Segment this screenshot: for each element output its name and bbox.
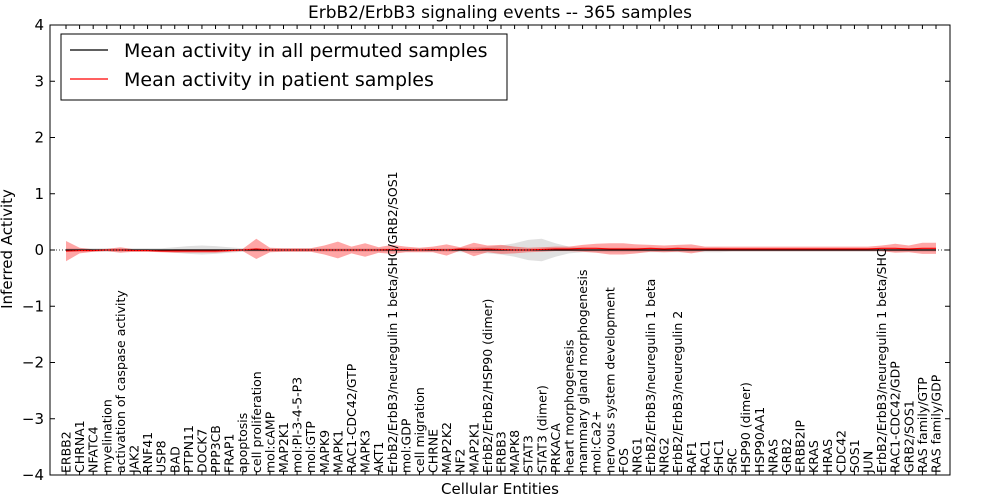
category-label: PRKACA (548, 423, 563, 473)
y-tick-label: 3 (34, 72, 44, 90)
category-label: HSP90AA1 (752, 407, 767, 473)
category-label: apoptosis (235, 413, 250, 473)
category-label: RAC1-CDC42/GDP (888, 361, 903, 473)
category-label: FOS (616, 448, 631, 473)
category-label: JUN (861, 451, 876, 474)
plot-frame (49, 24, 951, 476)
category-label: BAD (167, 446, 182, 473)
category-label: NRG2 (657, 437, 672, 473)
category-label: ErbB2/ErbB2/HSP90 (dimer) (480, 299, 495, 473)
category-label: HRAS (820, 439, 835, 473)
series-line-2 (65, 247, 936, 252)
category-label: ERBB2IP (793, 420, 808, 473)
category-label: RAC1-CDC42/GTP (344, 363, 359, 473)
category-label: mammary gland morphogenesis (575, 270, 590, 473)
category-label: MAPK8 (507, 430, 522, 473)
legend-label-2: Mean activity in patient samples (124, 69, 434, 91)
category-label: ERBB2 (59, 431, 74, 473)
category-label: AKT1 (371, 442, 386, 473)
category-label: ErbB2/ErbB3/neuregulin 1 beta (643, 279, 658, 473)
category-label: GRB2 (779, 438, 794, 473)
category-label: NF2 (453, 449, 468, 474)
category-label: nervous system development (602, 287, 617, 473)
chart-title: ErbB2/ErbB3 signaling events -- 365 samp… (308, 3, 692, 23)
category-label: KRAS (806, 440, 821, 473)
category-label: CHRNA1 (72, 420, 87, 473)
category-label: MAP2K2 (439, 422, 454, 473)
category-label: MAP2K1 (276, 422, 291, 473)
y-tick-label: −2 (22, 354, 44, 372)
category-label: SHC1 (711, 439, 726, 473)
category-label: DOCK7 (194, 429, 209, 473)
category-label: ErbB2/ErbB3/neuregulin 2 (670, 311, 685, 473)
category-label: ErbB2/ErbB3/neuregulin 1 beta/SHC/GRB2/S… (385, 171, 400, 473)
category-label: mol:GTP (303, 421, 318, 473)
category-label: PTPN11 (181, 425, 196, 473)
category-label: CHRNE (426, 429, 441, 473)
category-label: HSP90 (dimer) (738, 382, 753, 473)
y-tick-label: 1 (34, 185, 44, 203)
y-tick-label: −1 (22, 297, 44, 315)
y-tick-label: 2 (34, 129, 44, 147)
legend: Mean activity in all permuted samples Mea… (60, 33, 508, 101)
category-label: RAF1 (684, 441, 699, 473)
category-label: MAPK3 (358, 430, 373, 473)
category-label: MAP2K1 (466, 422, 481, 473)
category-label: mol:Ca2+ (589, 411, 604, 473)
legend-box (60, 33, 508, 101)
category-label: RAS family/GTP (915, 377, 930, 473)
category-label: PPP3CB (208, 425, 223, 473)
legend-label-1: Mean activity in all permuted samples (124, 40, 487, 62)
y-tick-label: 4 (34, 16, 44, 34)
category-label: NRAS (765, 439, 780, 473)
category-label: NRG1 (629, 437, 644, 473)
category-label: STAT3 (521, 435, 536, 473)
category-label: RAS family/GDP (929, 374, 944, 473)
category-label: activation of caspase activity (113, 290, 128, 473)
category-label: MAPK9 (317, 430, 332, 473)
category-label: CDC42 (833, 430, 848, 473)
category-label: ERBB3 (494, 431, 509, 473)
category-label: mol:GDP (398, 418, 413, 473)
y-tick-label: −4 (22, 466, 44, 484)
category-label: mol:cAMP (262, 411, 277, 473)
category-label: RNF41 (140, 432, 155, 473)
category-label: ErbB2/ErbB3/neuregulin 1 beta/SHC (874, 248, 889, 473)
category-label: MAPK1 (330, 430, 345, 473)
y-tick-label: 0 (34, 241, 44, 259)
category-label: SOS1 (847, 439, 862, 473)
category-label: SRC (725, 448, 740, 473)
category-label: GRB2/SOS1 (901, 400, 916, 473)
x-axis-label: Cellular Entities (441, 480, 559, 498)
category-label: myelination (99, 399, 114, 473)
category-label: NFATC4 (86, 426, 101, 473)
category-label: heart morphogenesis (561, 340, 576, 474)
category-label: STAT3 (dimer) (534, 385, 549, 473)
category-label: mol:PI-3-4-5-P3 (290, 377, 305, 473)
category-label: cell migration (412, 387, 427, 473)
y-tick-label: −3 (22, 410, 44, 428)
category-label: USP8 (154, 440, 169, 473)
category-label: FRAP1 (222, 434, 237, 473)
category-label: cell proliferation (249, 371, 264, 473)
category-label: RAC1 (697, 440, 712, 473)
y-axis-label: Inferred Activity (0, 189, 16, 309)
category-label: JAK2 (126, 445, 141, 474)
